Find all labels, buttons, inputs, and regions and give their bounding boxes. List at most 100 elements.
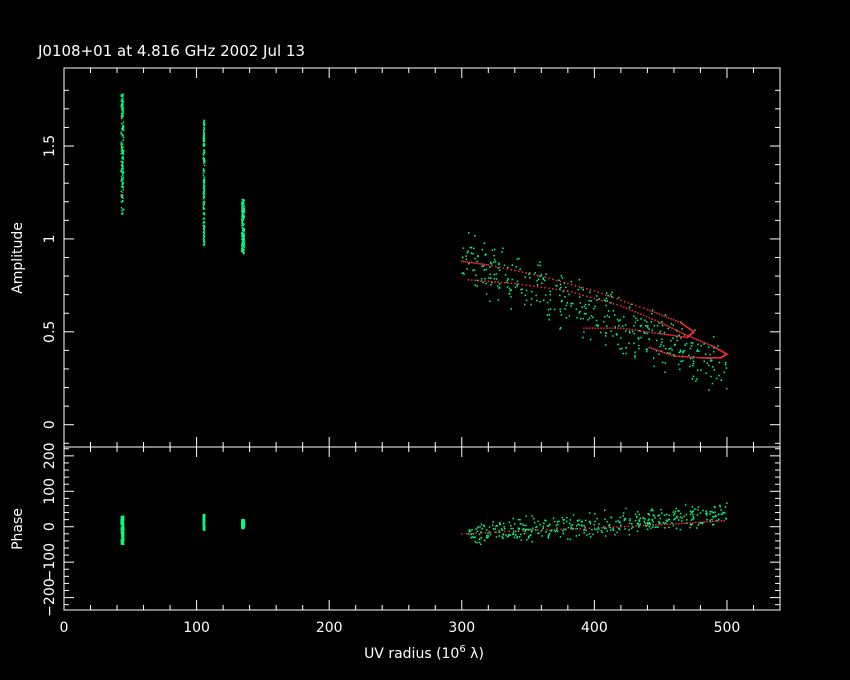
phase-observed-point — [597, 526, 600, 528]
phase-observed-point — [589, 536, 592, 538]
amplitude-observed-point — [698, 350, 700, 353]
amplitude-model-point — [654, 319, 656, 321]
phase-observed-point — [121, 533, 123, 536]
amplitude-frame-rect — [63, 67, 781, 448]
amplitude-model-point — [533, 285, 535, 287]
amplitude-observed-point — [688, 354, 690, 357]
amplitude-model-point — [717, 348, 720, 351]
amplitude-observed-point — [203, 134, 206, 136]
amplitude-model-point — [715, 357, 717, 359]
phase-observed-point — [661, 512, 663, 514]
amplitude-observed-point — [528, 273, 530, 275]
amplitude-model-point — [657, 320, 659, 323]
amplitude-model-point — [692, 356, 694, 359]
phase-observed-point — [486, 534, 488, 537]
amplitude-observed-point — [660, 343, 662, 346]
amplitude-observed-point — [242, 250, 244, 253]
amplitude-model-point — [514, 269, 516, 272]
amplitude-observed-point — [470, 252, 473, 254]
amplitude-observed-point — [203, 196, 206, 198]
phase-observed-point — [531, 515, 533, 517]
amplitude-observed-point — [584, 303, 587, 306]
amplitude-observed-point — [605, 304, 607, 307]
amplitude-observed-point — [670, 323, 673, 325]
amplitude-model-point — [570, 291, 573, 293]
amplitude-model-point — [510, 282, 513, 285]
amplitude-observed-point — [121, 181, 124, 183]
amplitude-model-point — [612, 302, 615, 305]
amplitude-observed-point — [241, 233, 243, 235]
amplitude-model-point — [589, 296, 592, 299]
phase-observed-point — [711, 518, 713, 521]
phase-observed-point — [525, 524, 527, 527]
amplitude-observed-point — [635, 317, 637, 319]
amplitude-observed-point — [120, 160, 122, 163]
phase-observed-point — [526, 528, 528, 531]
phase-observed-point — [559, 536, 562, 538]
phase-observed-point — [608, 523, 611, 526]
amplitude-observed-point — [535, 294, 537, 297]
amplitude-observed-point — [488, 277, 490, 279]
amplitude-observed-point — [203, 240, 205, 243]
phase-observed-point — [624, 517, 627, 520]
phase-observed-point — [601, 531, 603, 534]
amplitude-model-point — [589, 289, 592, 291]
amplitude-observed-point — [499, 269, 501, 272]
amplitude-model-point — [706, 357, 709, 359]
amplitude-observed-point — [536, 299, 538, 302]
amplitude-model-point — [684, 325, 687, 327]
amplitude-observed-point — [202, 140, 205, 143]
amplitude-model-point — [521, 283, 524, 286]
amplitude-observed-point — [536, 284, 539, 286]
phase-observed-point — [243, 524, 245, 526]
amplitude-model-point — [529, 284, 531, 287]
phase-observed-point — [659, 522, 661, 525]
phase-observed-point — [507, 535, 510, 537]
amplitude-observed-point — [122, 171, 125, 174]
amplitude-model-point — [583, 327, 585, 329]
amplitude-model-point — [709, 344, 711, 346]
phase-model-point — [720, 520, 723, 522]
amplitude-observed-point — [243, 241, 245, 243]
amplitude-observed-point — [202, 121, 205, 124]
amplitude-observed-point — [120, 167, 123, 170]
phase-observed-point — [122, 540, 124, 542]
phase-observed-point — [487, 535, 490, 537]
amplitude-observed-point — [120, 95, 123, 97]
amplitude-observed-point — [202, 230, 205, 233]
phase-observed-point — [580, 524, 583, 526]
amplitude-observed-point — [546, 314, 549, 316]
amplitude-model-point — [673, 355, 675, 357]
phase-observed-point — [505, 534, 507, 536]
phase-model-point — [723, 519, 725, 522]
amplitude-observed-point — [676, 339, 679, 342]
amplitude-observed-point — [717, 345, 719, 347]
phase-observed-point — [508, 534, 510, 536]
x-tick-label: 100 — [183, 620, 210, 636]
phase-observed-point — [516, 535, 519, 538]
amplitude-model-point — [720, 350, 723, 352]
amplitude-model-point — [563, 281, 565, 284]
amplitude-observed-point — [692, 362, 695, 365]
amplitude-observed-point — [700, 344, 702, 347]
amplitude-observed-point — [496, 285, 499, 287]
phase-observed-point — [242, 524, 244, 526]
amplitude-observed-point — [696, 369, 699, 372]
amplitude-observed-point — [506, 279, 509, 282]
amplitude-model-point — [649, 309, 651, 312]
amplitude-observed-point — [122, 112, 125, 115]
amplitude-observed-point — [616, 318, 619, 321]
x-axis-label-main: UV radius (10 — [364, 646, 459, 662]
amplitude-model-point — [713, 357, 716, 359]
amplitude-observed-point — [122, 186, 124, 189]
amplitude-model-point — [658, 313, 661, 315]
amplitude-model-point — [690, 329, 692, 331]
amplitude-observed-point — [203, 149, 206, 152]
phase-model-point — [498, 531, 501, 533]
phase-observed-point — [657, 526, 659, 528]
amplitude-observed-point — [546, 301, 549, 304]
phase-observed-point — [120, 517, 123, 519]
amplitude-observed-point — [634, 356, 636, 359]
amplitude-observed-point — [653, 365, 655, 368]
amplitude-observed-point — [480, 278, 483, 280]
